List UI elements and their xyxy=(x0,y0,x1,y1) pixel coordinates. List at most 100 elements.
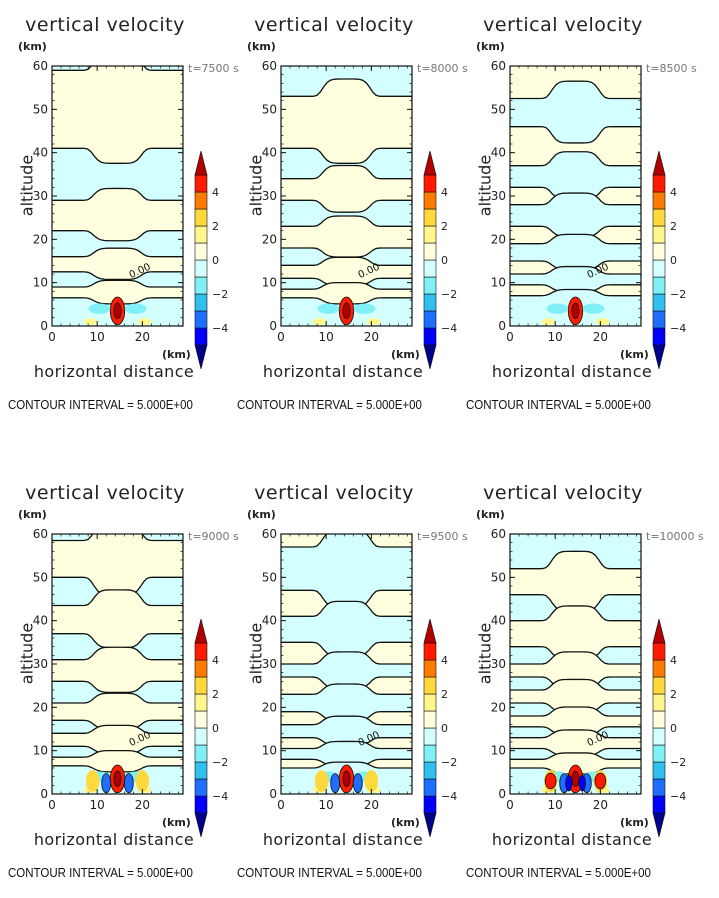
y-tick-label: 60 xyxy=(491,59,506,73)
colorbar-segment xyxy=(652,659,666,678)
x-unit-label: (km) xyxy=(162,816,191,829)
y-unit-label: (km) xyxy=(476,508,505,521)
velocity-cell xyxy=(352,773,363,794)
x-tick-label: 20 xyxy=(135,330,150,344)
x-tick-label: 10 xyxy=(319,330,334,344)
colorbar-segment xyxy=(194,327,208,346)
colorbar-segment xyxy=(652,761,666,780)
colorbar-segment xyxy=(652,642,666,661)
y-tick-label: 40 xyxy=(262,614,277,628)
x-tick-label: 20 xyxy=(364,798,379,812)
y-tick-label: 20 xyxy=(491,700,506,714)
colorbar-tick-label: −2 xyxy=(441,288,457,301)
colorbar-tick-label: 2 xyxy=(441,688,448,701)
y-tick-label: 60 xyxy=(33,527,48,541)
velocity-cell xyxy=(565,774,573,792)
y-tick-label: 0 xyxy=(498,319,506,333)
colorbar-segment xyxy=(652,174,666,193)
contour-field xyxy=(510,534,641,794)
colorbar-segment xyxy=(423,676,437,695)
colorbar-segment xyxy=(423,225,437,244)
colorbar-segment xyxy=(423,293,437,312)
colorbar-tick-label: −2 xyxy=(670,288,686,301)
contour-panel: vertical velocity (km) altitude t=8000 s (km… xyxy=(229,0,468,430)
colorbar-segment xyxy=(423,174,437,193)
y-tick-label: 60 xyxy=(262,59,277,73)
colorbar-segment xyxy=(423,727,437,746)
y-tick-label: 50 xyxy=(33,102,48,116)
y-tick-label: 30 xyxy=(33,189,48,203)
colorbar-tick-label: 0 xyxy=(441,254,448,267)
y-unit-label: (km) xyxy=(247,508,276,521)
colorbar: 4 2 0 −2 −4 xyxy=(423,618,457,838)
colorbar-segment xyxy=(652,242,666,261)
x-tick-label: 0 xyxy=(277,330,285,344)
colorbar-segment xyxy=(423,795,437,814)
colorbar-tick-label: 2 xyxy=(212,220,219,233)
y-unit-label: (km) xyxy=(247,40,276,53)
velocity-cell xyxy=(342,770,351,788)
colorbar-segment xyxy=(194,727,208,746)
y-tick-label: 50 xyxy=(262,570,277,584)
colorbar-segment xyxy=(194,659,208,678)
contour-field xyxy=(52,66,183,326)
colorbar-tick-label: 0 xyxy=(212,722,219,735)
y-tick-label: 10 xyxy=(262,276,277,290)
contour-interval-label: CONTOUR INTERVAL = 5.000E+00 xyxy=(237,866,422,880)
x-axis-label: horizontal distance xyxy=(33,830,195,849)
contour-interval-label: CONTOUR INTERVAL = 5.000E+00 xyxy=(237,398,422,412)
velocity-cell xyxy=(544,772,557,790)
y-tick-label: 0 xyxy=(269,787,277,801)
colorbar-segment xyxy=(423,208,437,227)
colorbar-tick-label: −4 xyxy=(441,322,457,335)
y-tick-label: 0 xyxy=(40,787,48,801)
colorbar-extend-max xyxy=(652,150,666,176)
y-tick-label: 30 xyxy=(262,189,277,203)
colorbar-tick-label: 4 xyxy=(212,654,219,667)
x-tick-label: 10 xyxy=(548,330,563,344)
velocity-cell xyxy=(546,303,569,314)
colorbar-segment xyxy=(194,676,208,695)
colorbar-segment xyxy=(423,778,437,797)
colorbar-tick-label: −4 xyxy=(670,322,686,335)
contour-panel: vertical velocity (km) altitude t=7500 s (km… xyxy=(0,0,239,430)
colorbar-segment xyxy=(652,208,666,227)
y-tick-label: 40 xyxy=(33,146,48,160)
y-tick-label: 10 xyxy=(491,276,506,290)
y-tick-label: 10 xyxy=(262,744,277,758)
x-axis-label: horizontal distance xyxy=(491,830,653,849)
y-tick-label: 10 xyxy=(491,744,506,758)
y-unit-label: (km) xyxy=(476,40,505,53)
chart-title: vertical velocity xyxy=(483,14,643,36)
contour-field xyxy=(281,66,412,326)
colorbar-segment xyxy=(652,225,666,244)
colorbar-segment xyxy=(194,761,208,780)
colorbar: 4 2 0 −2 −4 xyxy=(423,150,457,370)
y-tick-label: 40 xyxy=(491,146,506,160)
velocity-cell xyxy=(541,318,556,326)
time-label: t=8500 s xyxy=(646,62,697,75)
colorbar-segment xyxy=(423,276,437,295)
x-tick-label: 0 xyxy=(506,330,514,344)
contour-field xyxy=(52,534,183,794)
colorbar-extend-max xyxy=(423,150,437,176)
colorbar-tick-label: −2 xyxy=(441,756,457,769)
y-tick-label: 30 xyxy=(491,189,506,203)
colorbar-extend-min xyxy=(652,344,666,370)
colorbar-segment xyxy=(652,676,666,695)
colorbar-segment xyxy=(652,276,666,295)
colorbar-extend-max xyxy=(194,618,208,644)
velocity-cell xyxy=(113,770,122,788)
colorbar-segment xyxy=(194,778,208,797)
colorbar-segment xyxy=(194,242,208,261)
velocity-cell xyxy=(317,303,340,314)
time-label: t=8000 s xyxy=(417,62,468,75)
y-tick-label: 20 xyxy=(262,232,277,246)
time-label: t=10000 s xyxy=(646,530,704,543)
colorbar-tick-label: −4 xyxy=(212,790,228,803)
velocity-cell xyxy=(135,770,150,792)
velocity-cell xyxy=(85,770,100,792)
